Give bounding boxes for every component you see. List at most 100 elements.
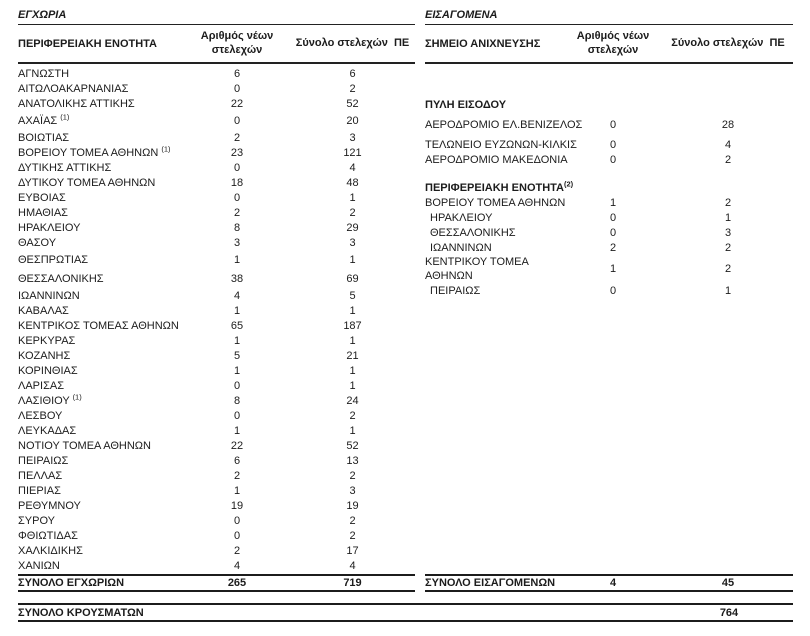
footnote-marker: (2)	[564, 178, 574, 188]
total-strains-value: 2	[349, 514, 356, 527]
total-strains-value: 1	[349, 304, 356, 317]
row-label: ΧΑΛΚΙΔΙΚΗΣ	[18, 544, 83, 557]
section-title-domestic: ΕΓΧΩΡΙΑ	[18, 8, 415, 25]
table-row: ΗΡΑΚΛΕΙΟΥ 0 1	[425, 210, 793, 225]
row-label: ΑΧΑΪΑΣ (1)	[18, 111, 70, 127]
row-label: ΛΕΥΚΑΔΑΣ	[18, 424, 77, 437]
total-strains-value: 20	[346, 114, 359, 127]
row-label: ΑΕΡΟΔΡΟΜΙΟ ΜΑΚΕΔΟΝΙΑ	[425, 153, 568, 166]
new-strains-value: 22	[230, 439, 244, 452]
total-strains-value: 1	[724, 211, 732, 224]
row-label: ΛΑΣΙΘΙΟΥ (1)	[18, 391, 82, 407]
new-strains-value: 0	[233, 161, 241, 174]
row-label: ΚΟΡΙΝΘΙΑΣ	[18, 364, 78, 377]
total-strains-value: 2	[724, 241, 732, 254]
new-strains-value: 0	[609, 226, 617, 239]
total-strains-value: 48	[346, 176, 359, 189]
domestic-total-new-value: 265	[227, 577, 247, 589]
imported-total-label: ΣΥΝΟΛΟ ΕΙΣΑΓΟΜΕΝΩΝ	[425, 577, 556, 589]
total-strains-value: 2	[349, 409, 356, 422]
new-strains-value: 8	[233, 394, 241, 407]
row-label: ΠΙΕΡΙΑΣ	[18, 484, 61, 497]
table-row: ΑΓΝΩΣΤΗ 6 6	[18, 66, 415, 81]
row-label: ΚΑΒΑΛΑΣ	[18, 304, 69, 317]
domestic-column-header: ΠΕΡΙΦΕΡΕΙΑΚΗ ΕΝΟΤΗΤΑ Αριθμός νέων στελεχ…	[18, 25, 415, 64]
table-row: ΧΑΝΙΩΝ 4 4	[18, 558, 415, 573]
domestic-rows: ΑΓΝΩΣΤΗ 6 6 ΑΙΤΩΛΟΑΚΑΡΝΑΝΙΑΣ 0 2 ΑΝΑΤΟΛΙΚΗΣ ΑΤ…	[18, 64, 415, 573]
new-strains-value: 0	[233, 409, 241, 422]
new-strains-value: 1	[233, 424, 241, 437]
total-strains-value: 3	[724, 226, 732, 239]
table-row: ΠΕΙΡΑΙΩΣ 0 1	[425, 283, 793, 298]
total-strains-value: 2	[349, 469, 356, 482]
total-strains-value: 52	[346, 97, 359, 110]
new-strains-value: 4	[233, 559, 241, 572]
table-row: ΚΕΝΤΡΙΚΟΣ ΤΟΜΕΑΣ ΑΘΗΝΩΝ 65 187	[18, 318, 415, 333]
row-label: ΠΕΙΡΑΙΩΣ	[18, 454, 69, 467]
new-strains-value: 4	[233, 289, 241, 302]
domestic-total-label: ΣΥΝΟΛΟ ΕΓΧΩΡΙΩΝ	[18, 577, 125, 589]
column-header-region: ΠΕΡΙΦΕΡΕΙΑΚΗ ΕΝΟΤΗΤΑ	[18, 37, 158, 50]
footnote-marker: (1)	[161, 143, 171, 153]
total-strains-value: 1	[724, 284, 732, 297]
total-strains-value: 28	[721, 118, 735, 131]
new-strains-value: 1	[233, 334, 241, 347]
row-label: ΡΕΘΥΜΝΟΥ	[18, 499, 81, 512]
total-strains-value: 1	[349, 424, 356, 437]
domestic-table: ΕΓΧΩΡΙΑ ΠΕΡΙΦΕΡΕΙΑΚΗ ΕΝΟΤΗΤΑ Αριθμός νέω…	[18, 8, 415, 592]
group-header: ΠΥΛΗ ΕΙΣΟΔΟΥ	[425, 97, 793, 112]
row-label: ΚΟΖΑΝΗΣ	[18, 349, 71, 362]
total-strains-value: 2	[724, 263, 732, 275]
table-row: ΑΕΡΟΔΡΟΜΙΟ ΕΛ.ΒΕΝΙΖΕΛΟΣ 0 28	[425, 117, 793, 132]
section-title-imported: ΕΙΣΑΓΟΜΕΝΑ	[425, 8, 793, 25]
imported-total-total-value: 45	[721, 577, 735, 589]
total-strains-value: 1	[349, 379, 356, 392]
row-label: ΗΡΑΚΛΕΙΟΥ	[18, 221, 81, 234]
table-row: ΠΙΕΡΙΑΣ 1 3	[18, 483, 415, 498]
table-row: ΤΕΛΩΝΕΙΟ ΕΥΖΩΝΩΝ-ΚΙΛΚΙΣ 0 4	[425, 137, 793, 152]
total-strains-value: 24	[346, 394, 359, 407]
grand-total-value: 764	[719, 606, 739, 619]
new-strains-value: 2	[233, 469, 241, 482]
imported-rows: ΠΥΛΗ ΕΙΣΟΔΟΥ ΑΕΡΟΔΡΟΜΙΟ ΕΛ.ΒΕΝΙΖΕΛΟΣ 0 28 ΤΕ…	[425, 64, 793, 298]
total-strains-value: 69	[346, 272, 359, 285]
row-label: ΠΕΛΛΑΣ	[18, 469, 63, 482]
row-label: ΠΕΙΡΑΙΩΣ	[430, 284, 481, 297]
new-strains-value: 0	[609, 118, 617, 131]
table-row: ΧΑΛΚΙΔΙΚΗΣ 2 17	[18, 543, 415, 558]
row-label: ΗΡΑΚΛΕΙΟΥ	[430, 211, 493, 224]
row-label: ΑΕΡΟΔΡΟΜΙΟ ΕΛ.ΒΕΝΙΖΕΛΟΣ	[425, 118, 583, 131]
table-row: ΚΕΡΚΥΡΑΣ 1 1	[18, 333, 415, 348]
imported-total-new-value: 4	[609, 577, 617, 589]
total-strains-value: 21	[346, 349, 359, 362]
table-row: ΗΡΑΚΛΕΙΟΥ 8 29	[18, 220, 415, 235]
row-label: ΑΓΝΩΣΤΗ	[18, 67, 70, 80]
new-strains-value: 2	[233, 206, 241, 219]
table-row: ΘΑΣΟΥ 3 3	[18, 235, 415, 250]
table-row: ΗΜΑΘΙΑΣ 2 2	[18, 205, 415, 220]
table-row: ΒΟΡΕΙΟΥ ΤΟΜΕΑ ΑΘΗΝΩΝ (1) 23 121	[18, 145, 415, 160]
imported-column-header: ΣΗΜΕΙΟ ΑΝΙΧΝΕΥΣΗΣ Αριθμός νέων στελεχών …	[425, 25, 793, 64]
total-strains-value: 2	[349, 529, 356, 542]
total-strains-value: 13	[346, 454, 359, 467]
table-row: ΒΟΡΕΙΟΥ ΤΟΜΕΑ ΑΘΗΝΩΝ 1 2	[425, 195, 793, 210]
new-strains-value: 3	[233, 236, 241, 249]
table-row: ΚΟΡΙΝΘΙΑΣ 1 1	[18, 363, 415, 378]
group-header-label: ΠΥΛΗ ΕΙΣΟΔΟΥ	[425, 98, 507, 111]
row-label: ΕΥΒΟΙΑΣ	[18, 191, 66, 204]
imported-table: ΕΙΣΑΓΟΜΕΝΑ ΣΗΜΕΙΟ ΑΝΙΧΝΕΥΣΗΣ Αριθμός νέω…	[425, 8, 793, 592]
table-row: ΛΕΥΚΑΔΑΣ 1 1	[18, 423, 415, 438]
table-row: ΒΟΙΩΤΙΑΣ 2 3	[18, 130, 415, 145]
new-strains-value: 38	[230, 272, 244, 285]
table-row: ΑΕΡΟΔΡΟΜΙΟ ΜΑΚΕΔΟΝΙΑ 0 2	[425, 152, 793, 167]
row-label: ΘΕΣΠΡΩΤΙΑΣ	[18, 253, 89, 266]
row-label: ΚΕΝΤΡΙΚΟΥ ΤΟΜΕΑ ΑΘΗΝΩΝ	[425, 256, 529, 282]
row-label: ΘΕΣΣΑΛΟΝΙΚΗΣ	[430, 226, 516, 239]
table-row: ΑΙΤΩΛΟΑΚΑΡΝΑΝΙΑΣ 0 2	[18, 81, 415, 96]
table-row: ΡΕΘΥΜΝΟΥ 19 19	[18, 498, 415, 513]
total-strains-value: 4	[349, 161, 356, 174]
new-strains-value: 0	[233, 82, 241, 95]
row-label: ΔΥΤΙΚΗΣ ΑΤΤΙΚΗΣ	[18, 161, 112, 174]
column-header-detection-point: ΣΗΜΕΙΟ ΑΝΙΧΝΕΥΣΗΣ	[425, 37, 541, 50]
